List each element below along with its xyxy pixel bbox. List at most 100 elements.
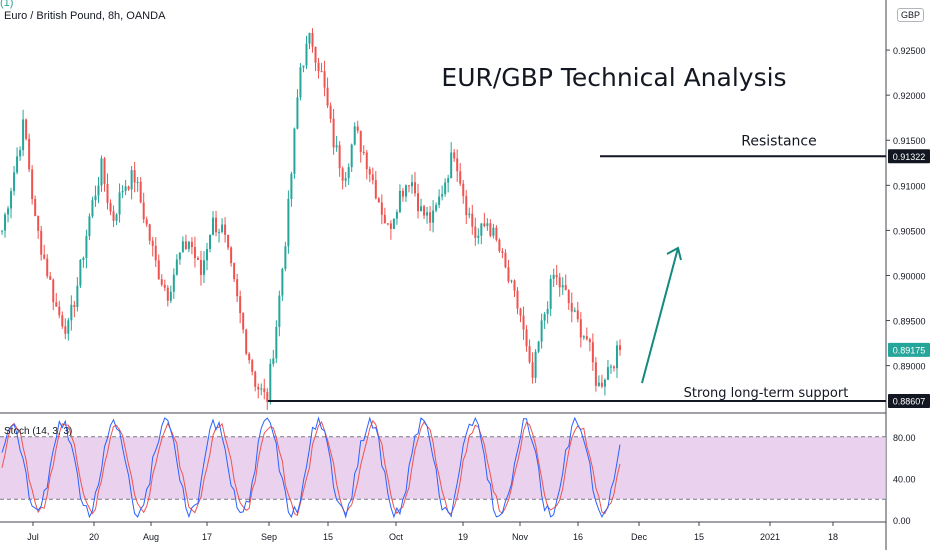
candle-body: [209, 234, 212, 250]
candle-body: [43, 254, 46, 259]
candle-body: [251, 360, 254, 372]
candle-body: [498, 239, 501, 252]
candle-body: [136, 181, 139, 183]
candle-body: [266, 392, 269, 402]
candle-body: [465, 196, 468, 216]
stoch-legend[interactable]: Stoch (14, 3, 3): [4, 426, 73, 437]
time-tick-label: 15: [694, 532, 704, 542]
price-tick-label: 0.91500: [893, 136, 926, 146]
candle-body: [296, 97, 299, 129]
candle-body: [91, 200, 94, 217]
candle-body: [588, 339, 591, 343]
candle-body: [157, 260, 160, 280]
candle-body: [444, 182, 447, 195]
candle-body: [477, 235, 480, 238]
candle-body: [151, 240, 154, 246]
candle-body: [227, 234, 230, 248]
candle-body: [175, 259, 178, 275]
candle-body: [480, 223, 483, 236]
candle-body: [456, 158, 459, 172]
candle-body: [615, 345, 618, 369]
candle-body: [314, 46, 317, 63]
time-tick-label: Jul: [27, 532, 39, 542]
candle-body: [64, 326, 67, 334]
candle-body: [386, 223, 389, 225]
candle-body: [374, 180, 377, 199]
candle-body: [462, 183, 465, 197]
candle-body: [429, 212, 432, 223]
candle-body: [7, 208, 10, 215]
candle-body: [549, 278, 552, 309]
candle-body: [537, 341, 540, 352]
candle-body: [603, 379, 606, 387]
candle-body: [377, 198, 380, 203]
candle-body: [205, 249, 208, 261]
candle-body: [187, 241, 190, 249]
candle-body: [263, 388, 266, 393]
candle-body: [359, 130, 362, 152]
time-tick-label: Oct: [389, 532, 404, 542]
stoch-tick-label: 80.00: [893, 433, 916, 443]
candle-body: [567, 290, 570, 304]
candle-body: [546, 308, 549, 315]
candle-body: [212, 217, 215, 235]
candle-body: [257, 386, 260, 390]
candle-body: [124, 186, 127, 191]
candle-body: [600, 382, 603, 387]
candle-body: [172, 274, 175, 292]
candle-body: [335, 145, 338, 148]
candle-body: [591, 342, 594, 363]
candle-body: [260, 388, 263, 390]
resistance-price-badge-bg: [888, 149, 930, 164]
candle-body: [555, 274, 558, 278]
candle-body: [97, 185, 100, 196]
candle-body: [70, 304, 73, 321]
candle-body: [40, 230, 43, 255]
candle-body: [55, 302, 58, 307]
candle-body: [239, 296, 242, 314]
candle-body: [79, 259, 82, 286]
candle-body: [254, 371, 257, 387]
candle-body: [398, 190, 401, 212]
currency-badge[interactable]: GBP: [897, 8, 925, 22]
candle-body: [61, 315, 64, 327]
last-price-badge-bg: [888, 342, 930, 357]
candle-body: [46, 258, 49, 277]
candle-body: [522, 315, 525, 330]
candle-body: [453, 152, 456, 159]
candle-body: [606, 367, 609, 380]
candle-body: [299, 67, 302, 98]
candle-body: [471, 213, 474, 227]
candle-body: [585, 336, 588, 340]
candle-body: [329, 105, 332, 119]
candle-body: [323, 71, 326, 88]
candle-body: [103, 158, 106, 184]
candle-body: [438, 196, 441, 205]
candle-body: [540, 320, 543, 342]
candle-body: [441, 194, 444, 197]
candle-body: [196, 258, 199, 260]
candle-body: [284, 246, 287, 269]
candle-body: [169, 291, 172, 301]
candle-body: [353, 126, 356, 145]
candle-body: [558, 277, 561, 288]
candle-body: [543, 314, 546, 321]
candle-body: [202, 260, 205, 275]
candle-body: [109, 202, 112, 212]
price-tick-label: 0.90000: [893, 271, 926, 281]
candle-body: [347, 167, 350, 179]
candle-body: [224, 224, 227, 235]
price-tick-label: 0.92000: [893, 91, 926, 101]
candle-body: [576, 310, 579, 320]
candle-body: [341, 168, 344, 181]
candle-body: [383, 214, 386, 224]
candle-body: [34, 199, 37, 217]
candle-body: [130, 170, 133, 190]
candle-body: [338, 145, 341, 169]
symbol-title[interactable]: Euro / British Pound, 8h, OANDA: [4, 10, 166, 22]
candle-body: [94, 195, 97, 201]
candle-body: [302, 65, 305, 68]
candle-body: [320, 71, 323, 73]
candle-body: [133, 170, 136, 183]
